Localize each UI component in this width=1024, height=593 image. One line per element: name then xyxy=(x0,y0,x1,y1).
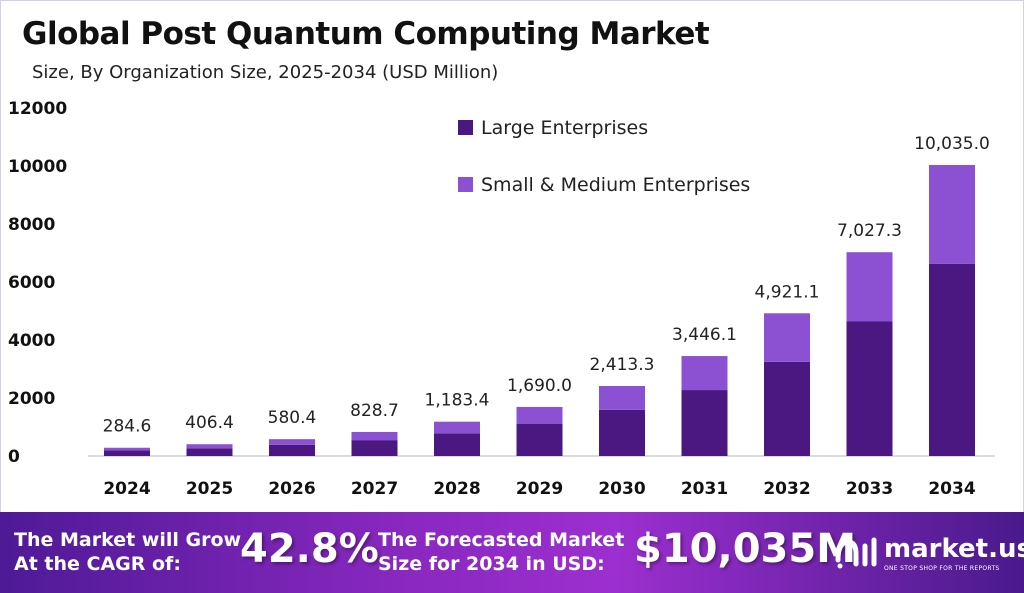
data-label: 7,027.3 xyxy=(837,221,902,241)
data-label: 284.6 xyxy=(103,417,152,437)
x-tick-label: 2030 xyxy=(598,479,645,499)
forecast-text-2: Size for 2034 in USD: xyxy=(378,553,605,575)
legend-label: Large Enterprises xyxy=(481,117,648,139)
data-label: 4,921.1 xyxy=(755,282,820,302)
bar-large-2029 xyxy=(516,423,563,456)
data-label: 1,183.4 xyxy=(425,391,490,411)
bar-large-2028 xyxy=(434,433,480,456)
y-tick-label: 8000 xyxy=(8,215,55,235)
bar-sme-2026 xyxy=(269,439,315,445)
bar-sme-2031 xyxy=(681,356,728,391)
x-tick-label: 2024 xyxy=(103,479,150,499)
data-label: 580.4 xyxy=(268,408,317,428)
x-tick-label: 2027 xyxy=(351,479,398,499)
bar-sme-2030 xyxy=(599,386,645,410)
data-label: 2,413.3 xyxy=(590,355,655,375)
bar-large-2033 xyxy=(846,321,893,456)
footer-banner: The Market will Grow At the CAGR of: 42.… xyxy=(0,512,1024,593)
x-tick-label: 2032 xyxy=(763,479,810,499)
x-tick-label: 2025 xyxy=(186,479,233,499)
cagr-value: 42.8% xyxy=(240,526,379,572)
y-tick-label: 12000 xyxy=(8,99,67,119)
x-tick-label: 2028 xyxy=(433,479,480,499)
y-tick-label: 0 xyxy=(8,447,20,467)
data-label: 3,446.1 xyxy=(672,325,737,345)
bar-large-2026 xyxy=(269,444,315,456)
bar-large-2024 xyxy=(104,450,150,456)
x-tick-label: 2031 xyxy=(681,479,728,499)
data-label: 1,690.0 xyxy=(507,376,572,396)
chart: 0 2000 4000 6000 8000 10000 12000 284.6 2024 406.… xyxy=(8,99,995,499)
data-label: 406.4 xyxy=(185,413,234,433)
bar-sme-2024 xyxy=(104,447,150,451)
forecast-value: $10,035M xyxy=(634,526,856,572)
cagr-text-2: At the CAGR of: xyxy=(14,553,181,575)
y-tick-label: 10000 xyxy=(8,157,67,177)
bar-sme-2027 xyxy=(351,431,398,441)
x-tick-label: 2033 xyxy=(846,479,893,499)
cagr-text-1: The Market will Grow xyxy=(14,529,242,551)
y-tick-label: 4000 xyxy=(8,331,55,351)
data-label: 10,035.0 xyxy=(914,134,990,154)
x-tick-label: 2026 xyxy=(268,479,315,499)
legend-swatch-1 xyxy=(458,177,473,192)
bar-large-2025 xyxy=(186,448,233,456)
bar-large-2030 xyxy=(599,409,645,456)
bar-sme-2033 xyxy=(846,252,893,322)
forecast-text-1: The Forecasted Market xyxy=(378,529,625,551)
y-tick-label: 2000 xyxy=(8,389,55,409)
y-tick-label: 6000 xyxy=(8,273,55,293)
logo-name: market.us xyxy=(884,534,1024,564)
bar-large-2027 xyxy=(351,440,398,456)
bar-sme-2029 xyxy=(516,406,563,424)
chart-title: Global Post Quantum Computing Market xyxy=(22,16,710,52)
market-us-logo-icon xyxy=(835,537,877,569)
data-label: 828.7 xyxy=(350,401,399,421)
bar-large-2032 xyxy=(764,361,810,456)
x-tick-label: 2029 xyxy=(516,479,563,499)
logo-tagline: ONE STOP SHOP FOR THE REPORTS xyxy=(884,565,1000,572)
bar-large-2034 xyxy=(929,263,975,456)
bar-large-2031 xyxy=(681,390,728,456)
legend-label: Small & Medium Enterprises xyxy=(481,174,750,196)
x-tick-label: 2034 xyxy=(928,479,975,499)
bar-sme-2034 xyxy=(929,164,975,264)
legend-swatch-0 xyxy=(458,120,473,135)
chart-subtitle: Size, By Organization Size, 2025-2034 (U… xyxy=(32,62,499,83)
bar-sme-2032 xyxy=(764,313,810,362)
bar-sme-2028 xyxy=(434,421,480,434)
bar-sme-2025 xyxy=(186,444,233,449)
